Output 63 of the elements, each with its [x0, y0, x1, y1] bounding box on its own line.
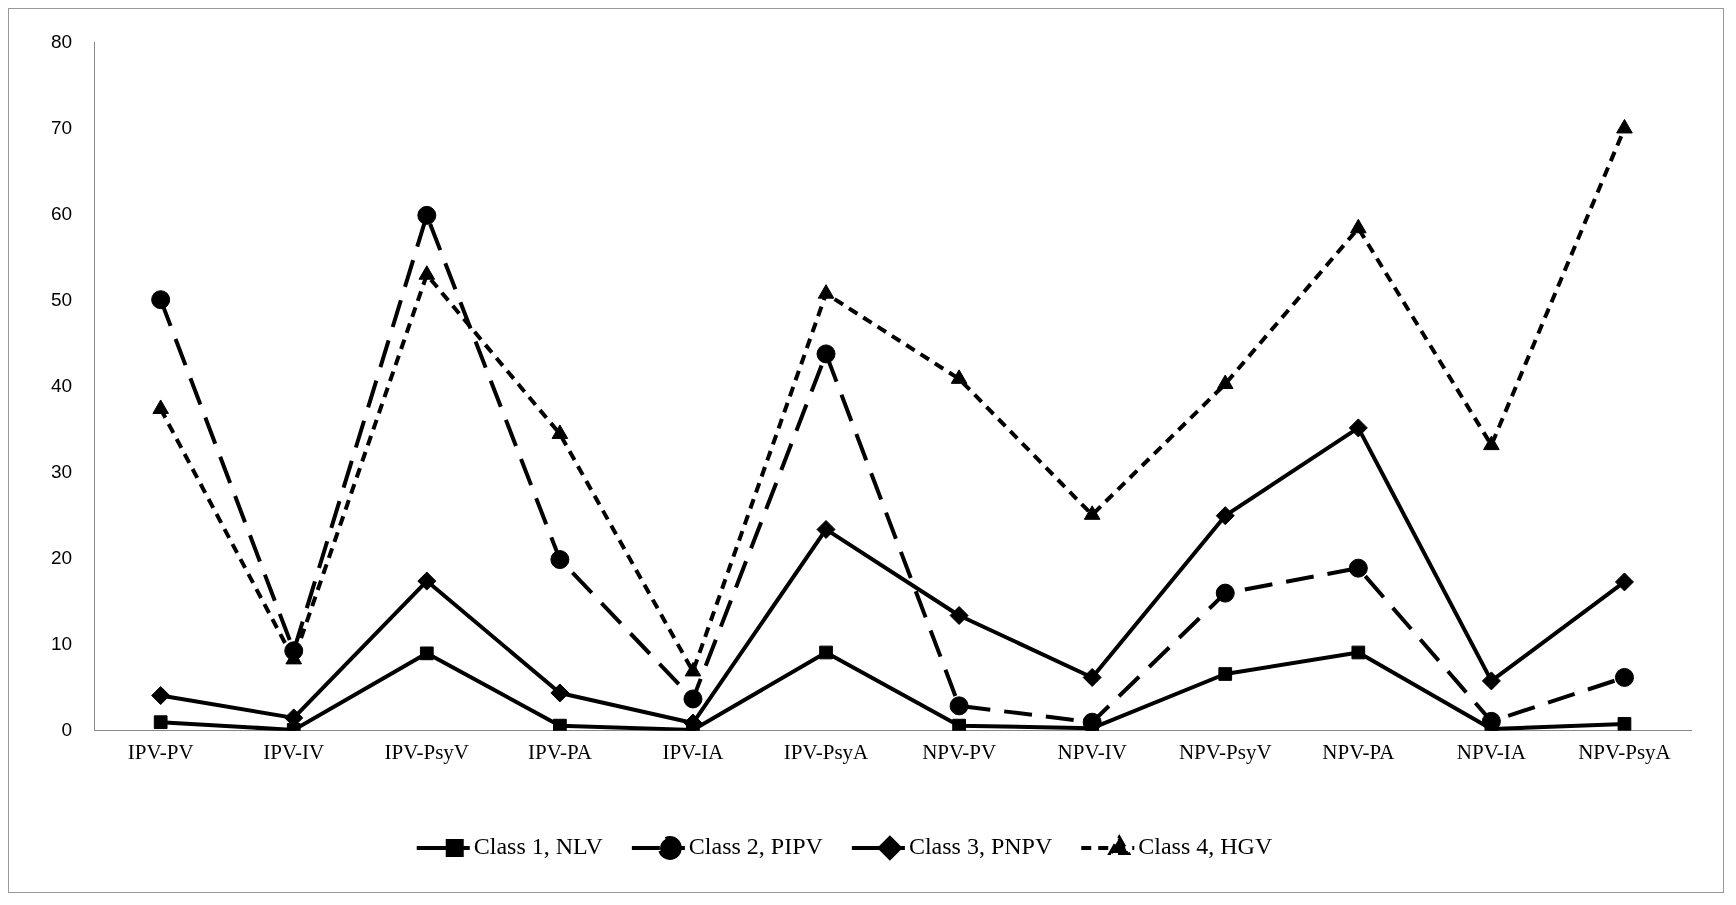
point	[1083, 505, 1101, 520]
x-tick-label: NPV-PsyA	[1578, 739, 1672, 764]
y-tick-label: 70	[50, 116, 73, 138]
point	[550, 683, 570, 703]
point	[819, 645, 833, 660]
x-tick-label: IPV-PsyV	[384, 739, 470, 764]
point	[1348, 418, 1368, 438]
x-tick-label: NPV-PA	[1322, 739, 1396, 764]
point	[949, 605, 969, 625]
point	[284, 641, 304, 661]
point	[949, 696, 969, 716]
y-tick-label: 80	[50, 30, 73, 52]
point	[550, 550, 570, 570]
point	[816, 519, 836, 539]
point	[152, 399, 169, 414]
x-tick-label: NPV-IA	[1456, 739, 1527, 764]
legend-label: Class 2, PIPV	[688, 833, 824, 860]
x-tick-label: IPV-PV	[127, 739, 194, 764]
legend-label: Class 1, NLV	[473, 833, 604, 860]
point	[1348, 558, 1368, 578]
x-tick-label: IPV-IA	[662, 739, 725, 764]
point	[419, 646, 434, 661]
point	[1614, 667, 1634, 687]
y-tick-label: 60	[50, 202, 73, 224]
point	[153, 715, 168, 730]
point	[1351, 645, 1366, 660]
point	[1218, 667, 1233, 681]
point	[417, 205, 437, 225]
point	[1616, 118, 1633, 134]
y-tick-label: 10	[50, 632, 73, 654]
point	[1216, 374, 1234, 390]
x-tick-label: IPV-PA	[527, 739, 593, 764]
point	[553, 718, 567, 731]
y-tick-label: 30	[50, 460, 73, 482]
point	[1614, 572, 1634, 592]
x-tick-label: NPV-PV	[922, 739, 997, 764]
legend-label: Class 4, HGV	[1138, 833, 1273, 860]
point	[1481, 671, 1501, 691]
y-tick-label: 50	[50, 288, 73, 310]
point	[1483, 435, 1500, 451]
x-tick-label: NPV-IV	[1057, 739, 1127, 764]
point	[1617, 717, 1632, 731]
y-tick-label: 0	[61, 719, 73, 741]
y-tick-label: 20	[50, 546, 73, 568]
point	[1215, 583, 1235, 603]
y-tick-label: 40	[50, 374, 73, 396]
point	[683, 689, 703, 709]
x-tick-label: IPV-IV	[263, 739, 325, 764]
x-tick-label: IPV-PsyA	[783, 739, 870, 764]
point	[816, 344, 836, 364]
point	[950, 369, 968, 384]
x-tick-label: NPV-PsyV	[1178, 739, 1272, 764]
point	[1215, 506, 1235, 526]
point	[817, 284, 835, 299]
point	[1082, 667, 1102, 687]
point	[417, 571, 437, 591]
point	[551, 424, 569, 439]
legend-label: Class 3, PNPV	[908, 833, 1053, 860]
point	[418, 265, 436, 280]
point	[151, 290, 171, 310]
point	[151, 686, 171, 706]
point	[1350, 218, 1367, 234]
point	[952, 718, 966, 731]
